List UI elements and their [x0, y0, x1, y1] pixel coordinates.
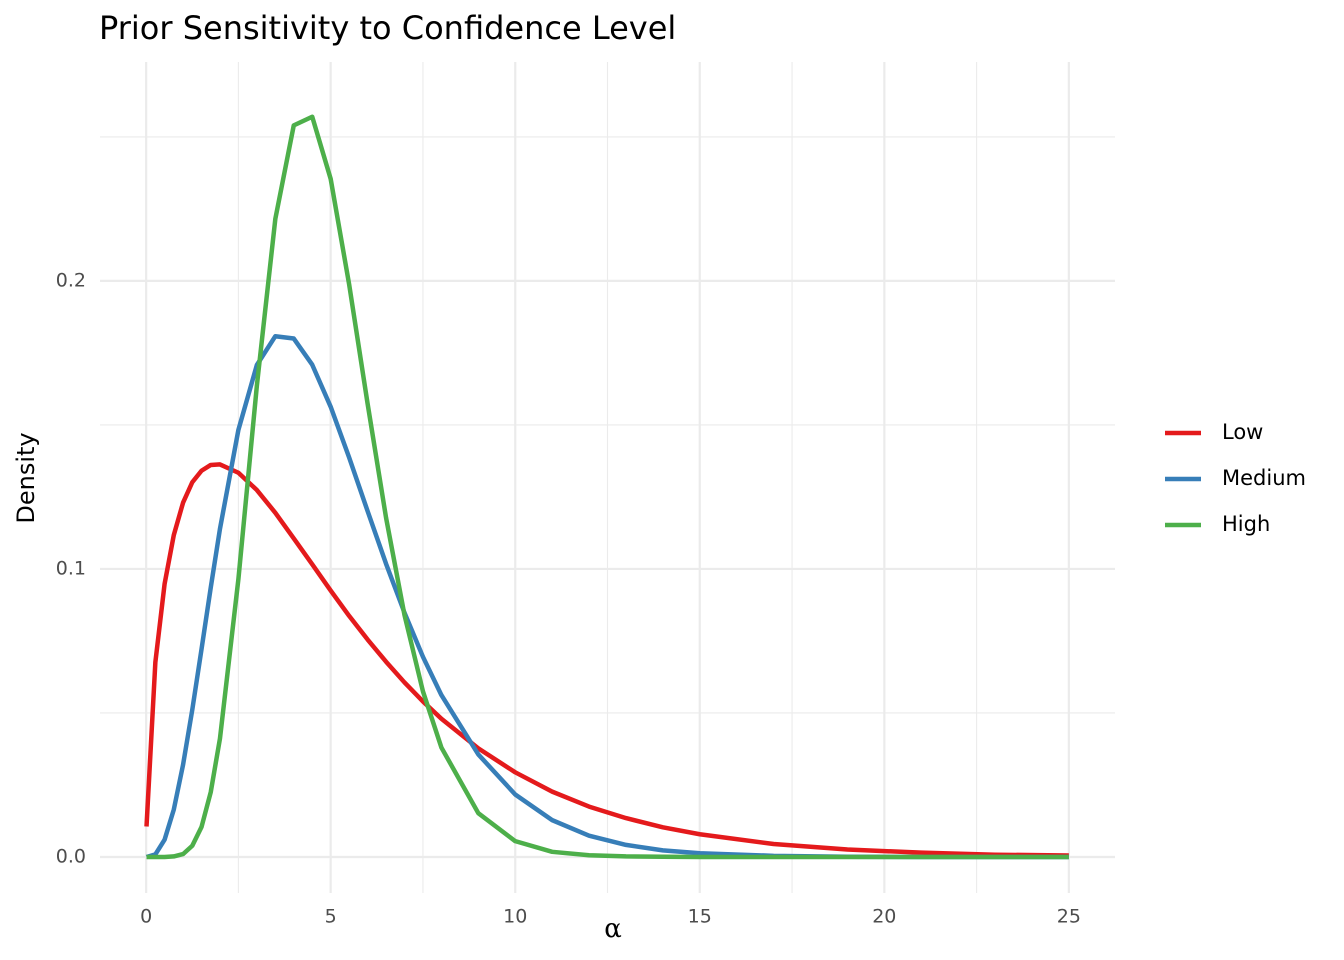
data-line — [144, 462, 1069, 858]
grid — [100, 62, 1115, 893]
x-axis-label: α — [604, 914, 622, 944]
chart-title: Prior Sensitivity to Confidence Level — [99, 9, 676, 47]
y-tick-label: 0.2 — [56, 269, 86, 291]
x-tick-label: 20 — [872, 906, 896, 928]
data-line — [146, 114, 1069, 860]
legend-label: Low — [1222, 420, 1263, 444]
plot-lines — [144, 114, 1069, 860]
x-tick-label: 25 — [1057, 906, 1081, 928]
data-line — [145, 333, 1069, 860]
x-tick-label: 5 — [325, 906, 337, 928]
y-tick-label: 0.0 — [56, 845, 86, 867]
x-tick-label: 15 — [688, 906, 712, 928]
x-tick-label: 10 — [503, 906, 527, 928]
y-axis-label: Density — [12, 432, 40, 523]
legend: Low Medium High — [1165, 420, 1306, 536]
legend-label: High — [1222, 512, 1270, 536]
y-tick-label: 0.1 — [56, 557, 86, 579]
x-tick-label: 0 — [140, 906, 152, 928]
legend-label: Medium — [1222, 466, 1306, 490]
